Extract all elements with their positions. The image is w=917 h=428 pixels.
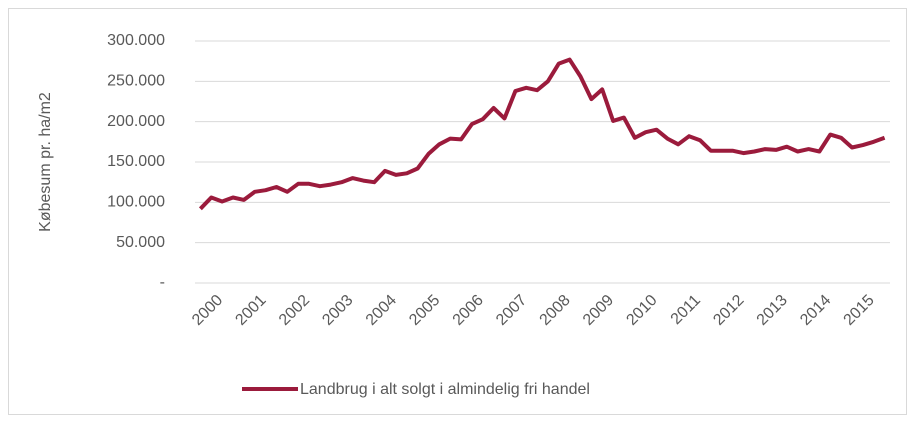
- y-axis-title: Købesum pr. ha/m2: [37, 92, 54, 232]
- y-tick-label: 200.000: [107, 113, 165, 130]
- data-line: [198, 57, 886, 211]
- y-tick-label: 50.000: [116, 234, 165, 251]
- y-tick-label: 250.000: [107, 73, 165, 90]
- legend-label: Landbrug i alt solgt i almindelig fri ha…: [300, 381, 590, 398]
- y-tick-label: 100.000: [107, 194, 165, 211]
- chart-border: [8, 8, 907, 415]
- y-tick-label: 300.000: [107, 32, 165, 49]
- y-tick-label: -: [160, 274, 165, 291]
- y-tick-label: 150.000: [107, 153, 165, 170]
